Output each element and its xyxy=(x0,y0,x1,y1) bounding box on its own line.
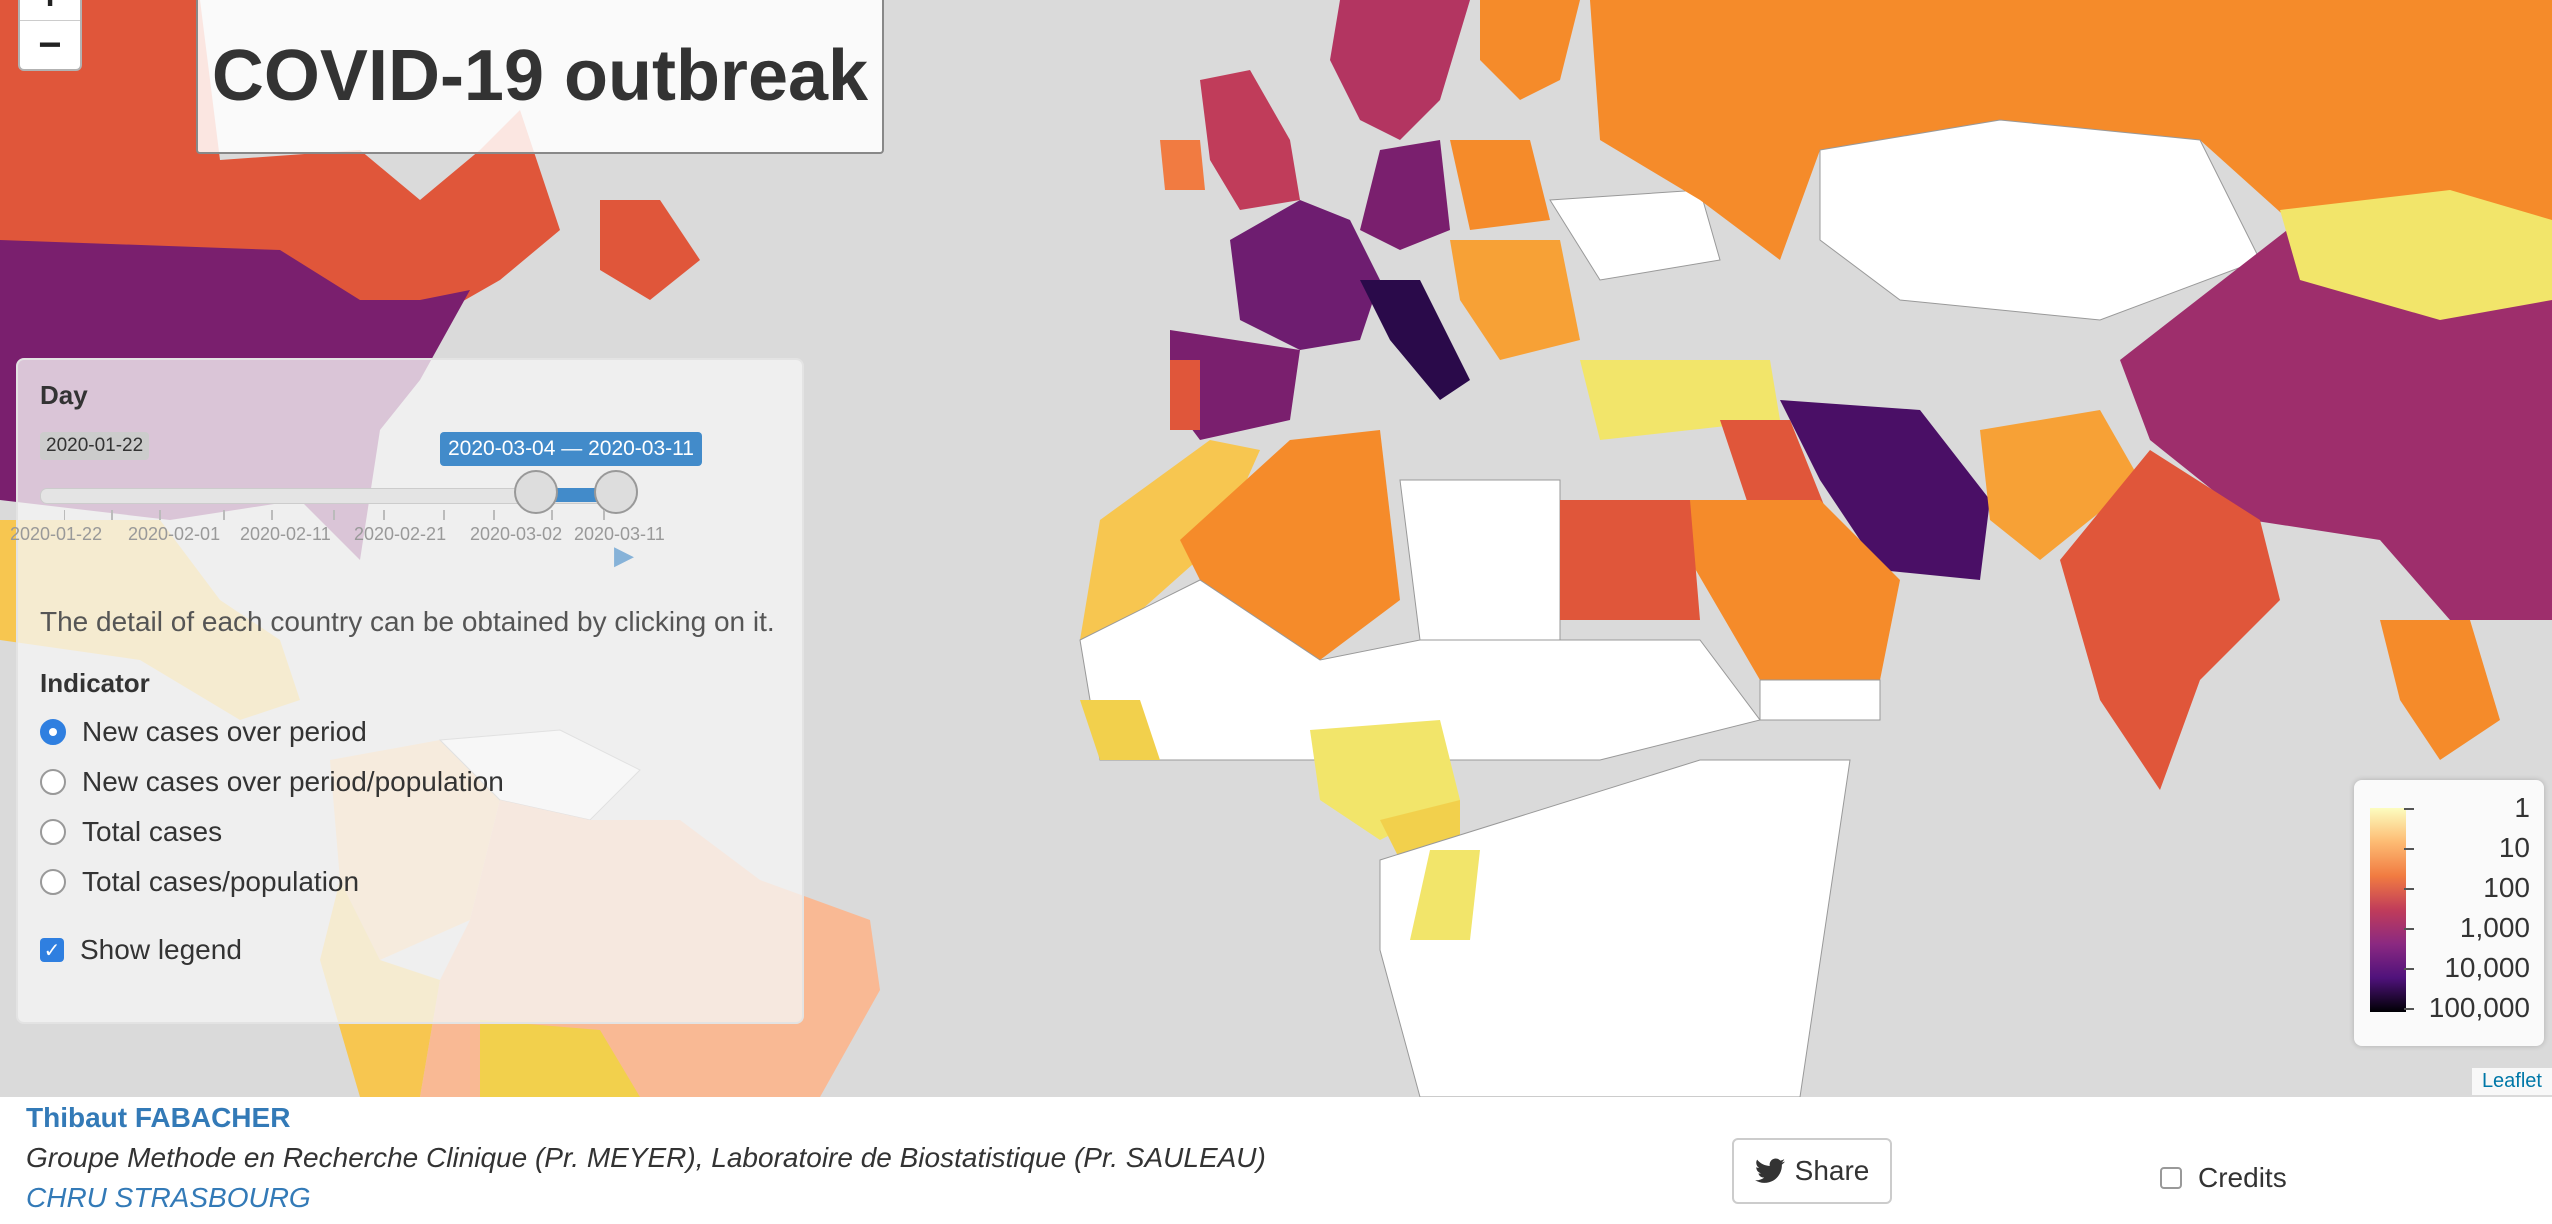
day-label: Day xyxy=(40,380,88,410)
zoom-in-button[interactable]: + xyxy=(20,0,80,20)
indicator-label: Indicator xyxy=(40,668,150,698)
country-southeast-asia[interactable] xyxy=(2380,620,2500,760)
radio-icon[interactable] xyxy=(40,869,66,895)
share-button[interactable]: Share xyxy=(1732,1138,1892,1204)
checkmark-icon[interactable]: ✓ xyxy=(40,938,64,962)
tick-label: 2020-01-22 xyxy=(10,524,103,544)
play-icon[interactable]: ▶ xyxy=(614,540,634,570)
radio-icon[interactable] xyxy=(40,819,66,845)
title-box: COVID-19 outbreak xyxy=(196,0,884,154)
legend-label: 10 xyxy=(2498,832,2530,863)
slider-range-badge: 2020-03-04 — 2020-03-11 xyxy=(440,432,702,466)
country-spain[interactable] xyxy=(1170,330,1300,440)
country-italy[interactable] xyxy=(1360,280,1470,400)
option-label: Total cases xyxy=(82,816,223,847)
country-morocco[interactable] xyxy=(1080,440,1260,640)
legend-tick xyxy=(2404,1008,2414,1010)
leaflet-attribution-link[interactable]: Leaflet xyxy=(2471,1068,2552,1095)
country-central-africa[interactable] xyxy=(1379,759,1851,1097)
country-poland[interactable] xyxy=(1450,140,1550,230)
legend-tick xyxy=(2404,928,2414,930)
legend-tick xyxy=(2404,968,2414,970)
slider-min-badge: 2020-01-22 xyxy=(40,432,150,460)
credits-checkbox[interactable]: Credits xyxy=(2160,1162,2287,1194)
radio-selected-icon[interactable] xyxy=(40,719,66,745)
legend-color-bar xyxy=(2370,808,2406,1012)
radio-icon[interactable] xyxy=(40,769,66,795)
legend-label: 100 xyxy=(2483,872,2530,903)
option-label: New cases over period/population xyxy=(82,766,504,797)
country-libya[interactable] xyxy=(1399,479,1561,641)
country-balkans[interactable] xyxy=(1450,240,1580,360)
country-congo[interactable] xyxy=(1410,850,1480,940)
indicator-option-new-cases[interactable]: New cases over period xyxy=(40,716,367,748)
author-link[interactable]: Thibaut FABACHER xyxy=(26,1102,291,1133)
detail-hint: The detail of each country can be obtain… xyxy=(40,606,775,637)
legend-tick xyxy=(2404,888,2414,890)
country-bolivia[interactable] xyxy=(480,1020,640,1097)
credits-label: Credits xyxy=(2198,1162,2287,1193)
country-saudi[interactable] xyxy=(1680,500,1900,680)
country-india[interactable] xyxy=(2060,450,2280,790)
country-greenland-region[interactable] xyxy=(600,200,700,300)
country-norway-sweden[interactable] xyxy=(1330,0,1470,140)
show-legend-label: Show legend xyxy=(80,934,242,965)
page-title: COVID-19 outbreak xyxy=(211,36,869,116)
country-russia[interactable] xyxy=(1590,0,2552,260)
legend-label: 10,000 xyxy=(2444,952,2530,983)
option-label: New cases over period xyxy=(82,716,367,747)
country-uk[interactable] xyxy=(1200,70,1300,210)
country-germany[interactable] xyxy=(1360,140,1450,250)
legend-tick xyxy=(2404,808,2414,810)
option-label: Total cases/population xyxy=(82,866,360,897)
institution-link[interactable]: CHRU STRASBOURG xyxy=(26,1182,311,1213)
country-egypt[interactable] xyxy=(1560,500,1700,620)
country-kazakhstan[interactable] xyxy=(1819,119,2261,321)
country-west-africa[interactable] xyxy=(1080,700,1160,760)
slider-ticks xyxy=(64,510,605,520)
legend-label: 1 xyxy=(2514,792,2530,823)
date-slider-handle-end[interactable] xyxy=(594,470,638,514)
country-algeria[interactable] xyxy=(1180,430,1400,660)
checkbox-icon[interactable] xyxy=(2160,1167,2182,1189)
country-ireland[interactable] xyxy=(1160,140,1205,190)
country-yemen[interactable] xyxy=(1759,679,1881,721)
country-afghanistan[interactable] xyxy=(1980,410,2140,560)
indicator-option-new-cases-population[interactable]: New cases over period/population xyxy=(40,766,504,798)
twitter-icon xyxy=(1754,1158,1785,1183)
tick-label: 2020-02-01 xyxy=(128,524,221,544)
country-china[interactable] xyxy=(2120,220,2552,620)
footer xyxy=(0,1097,2552,1224)
zoom-out-button[interactable]: − xyxy=(20,20,80,69)
legend-label: 1,000 xyxy=(2459,912,2530,943)
country-iran[interactable] xyxy=(1780,400,1990,580)
group-text: Groupe Methode en Recherche Clinique (Pr… xyxy=(26,1142,1266,1173)
country-france[interactable] xyxy=(1230,200,1380,350)
zoom-control: + − xyxy=(18,0,82,71)
indicator-option-total-cases[interactable]: Total cases xyxy=(40,816,222,848)
legend-label: 100,000 xyxy=(2428,992,2530,1023)
tick-label: 2020-02-21 xyxy=(354,524,447,544)
country-ukraine[interactable] xyxy=(1549,189,1721,281)
country-mongolia[interactable] xyxy=(2280,190,2552,320)
country-sahel[interactable] xyxy=(1079,579,1761,761)
tick-label: 2020-03-11 xyxy=(574,524,665,544)
control-panel: Day 2020-01-22 2020-03-04 — 2020-03-11 2… xyxy=(10,358,804,1024)
country-portugal[interactable] xyxy=(1170,360,1200,430)
date-slider-handle-start[interactable] xyxy=(514,470,558,514)
indicator-option-total-cases-population[interactable]: Total cases/population xyxy=(40,866,359,898)
share-label: Share xyxy=(1794,1155,1870,1186)
tick-label: 2020-03-02 xyxy=(470,524,563,544)
show-legend-checkbox[interactable]: ✓ Show legend xyxy=(40,934,242,966)
color-legend: 1 10 100 1,000 10,000 100,000 xyxy=(2354,780,2544,1046)
tick-label: 2020-02-11 xyxy=(240,524,331,544)
legend-tick xyxy=(2404,848,2414,850)
country-finland[interactable] xyxy=(1480,0,1580,100)
